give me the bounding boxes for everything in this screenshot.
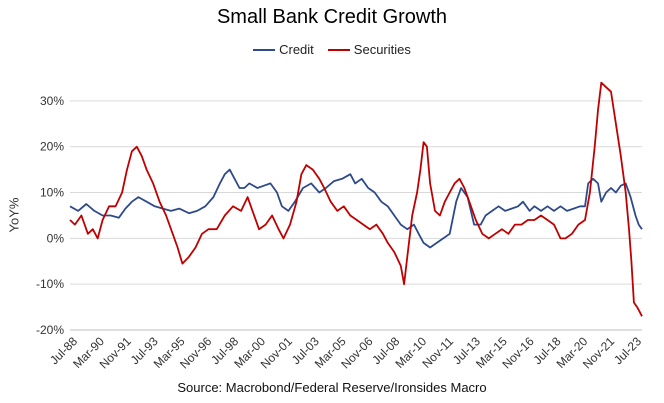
y-tick-label: 10% [40,186,64,200]
legend-item-securities: Securities [327,42,411,57]
source-note: Source: Macrobond/Federal Reserve/Ironsi… [177,380,487,395]
legend-swatch-securities [327,48,350,51]
series-line-securities [69,81,643,317]
y-tick-label: -20% [36,323,64,337]
y-tick-label: 0% [47,231,65,245]
series-line-credit [69,168,643,249]
x-tick-label: Nov-11 [419,334,456,371]
x-tick-label: Jul-23 [611,334,644,367]
chart-legend: Credit Securities [0,42,664,57]
legend-label-credit: Credit [279,42,314,57]
y-tick-label: -10% [36,277,64,291]
legend-item-credit: Credit [253,42,314,57]
chart-title: Small Bank Credit Growth [216,6,448,28]
legend-label-securities: Securities [353,42,411,57]
legend-swatch-credit [253,48,276,51]
y-tick-label: 30% [40,94,64,108]
y-tick-label: 20% [40,140,64,154]
